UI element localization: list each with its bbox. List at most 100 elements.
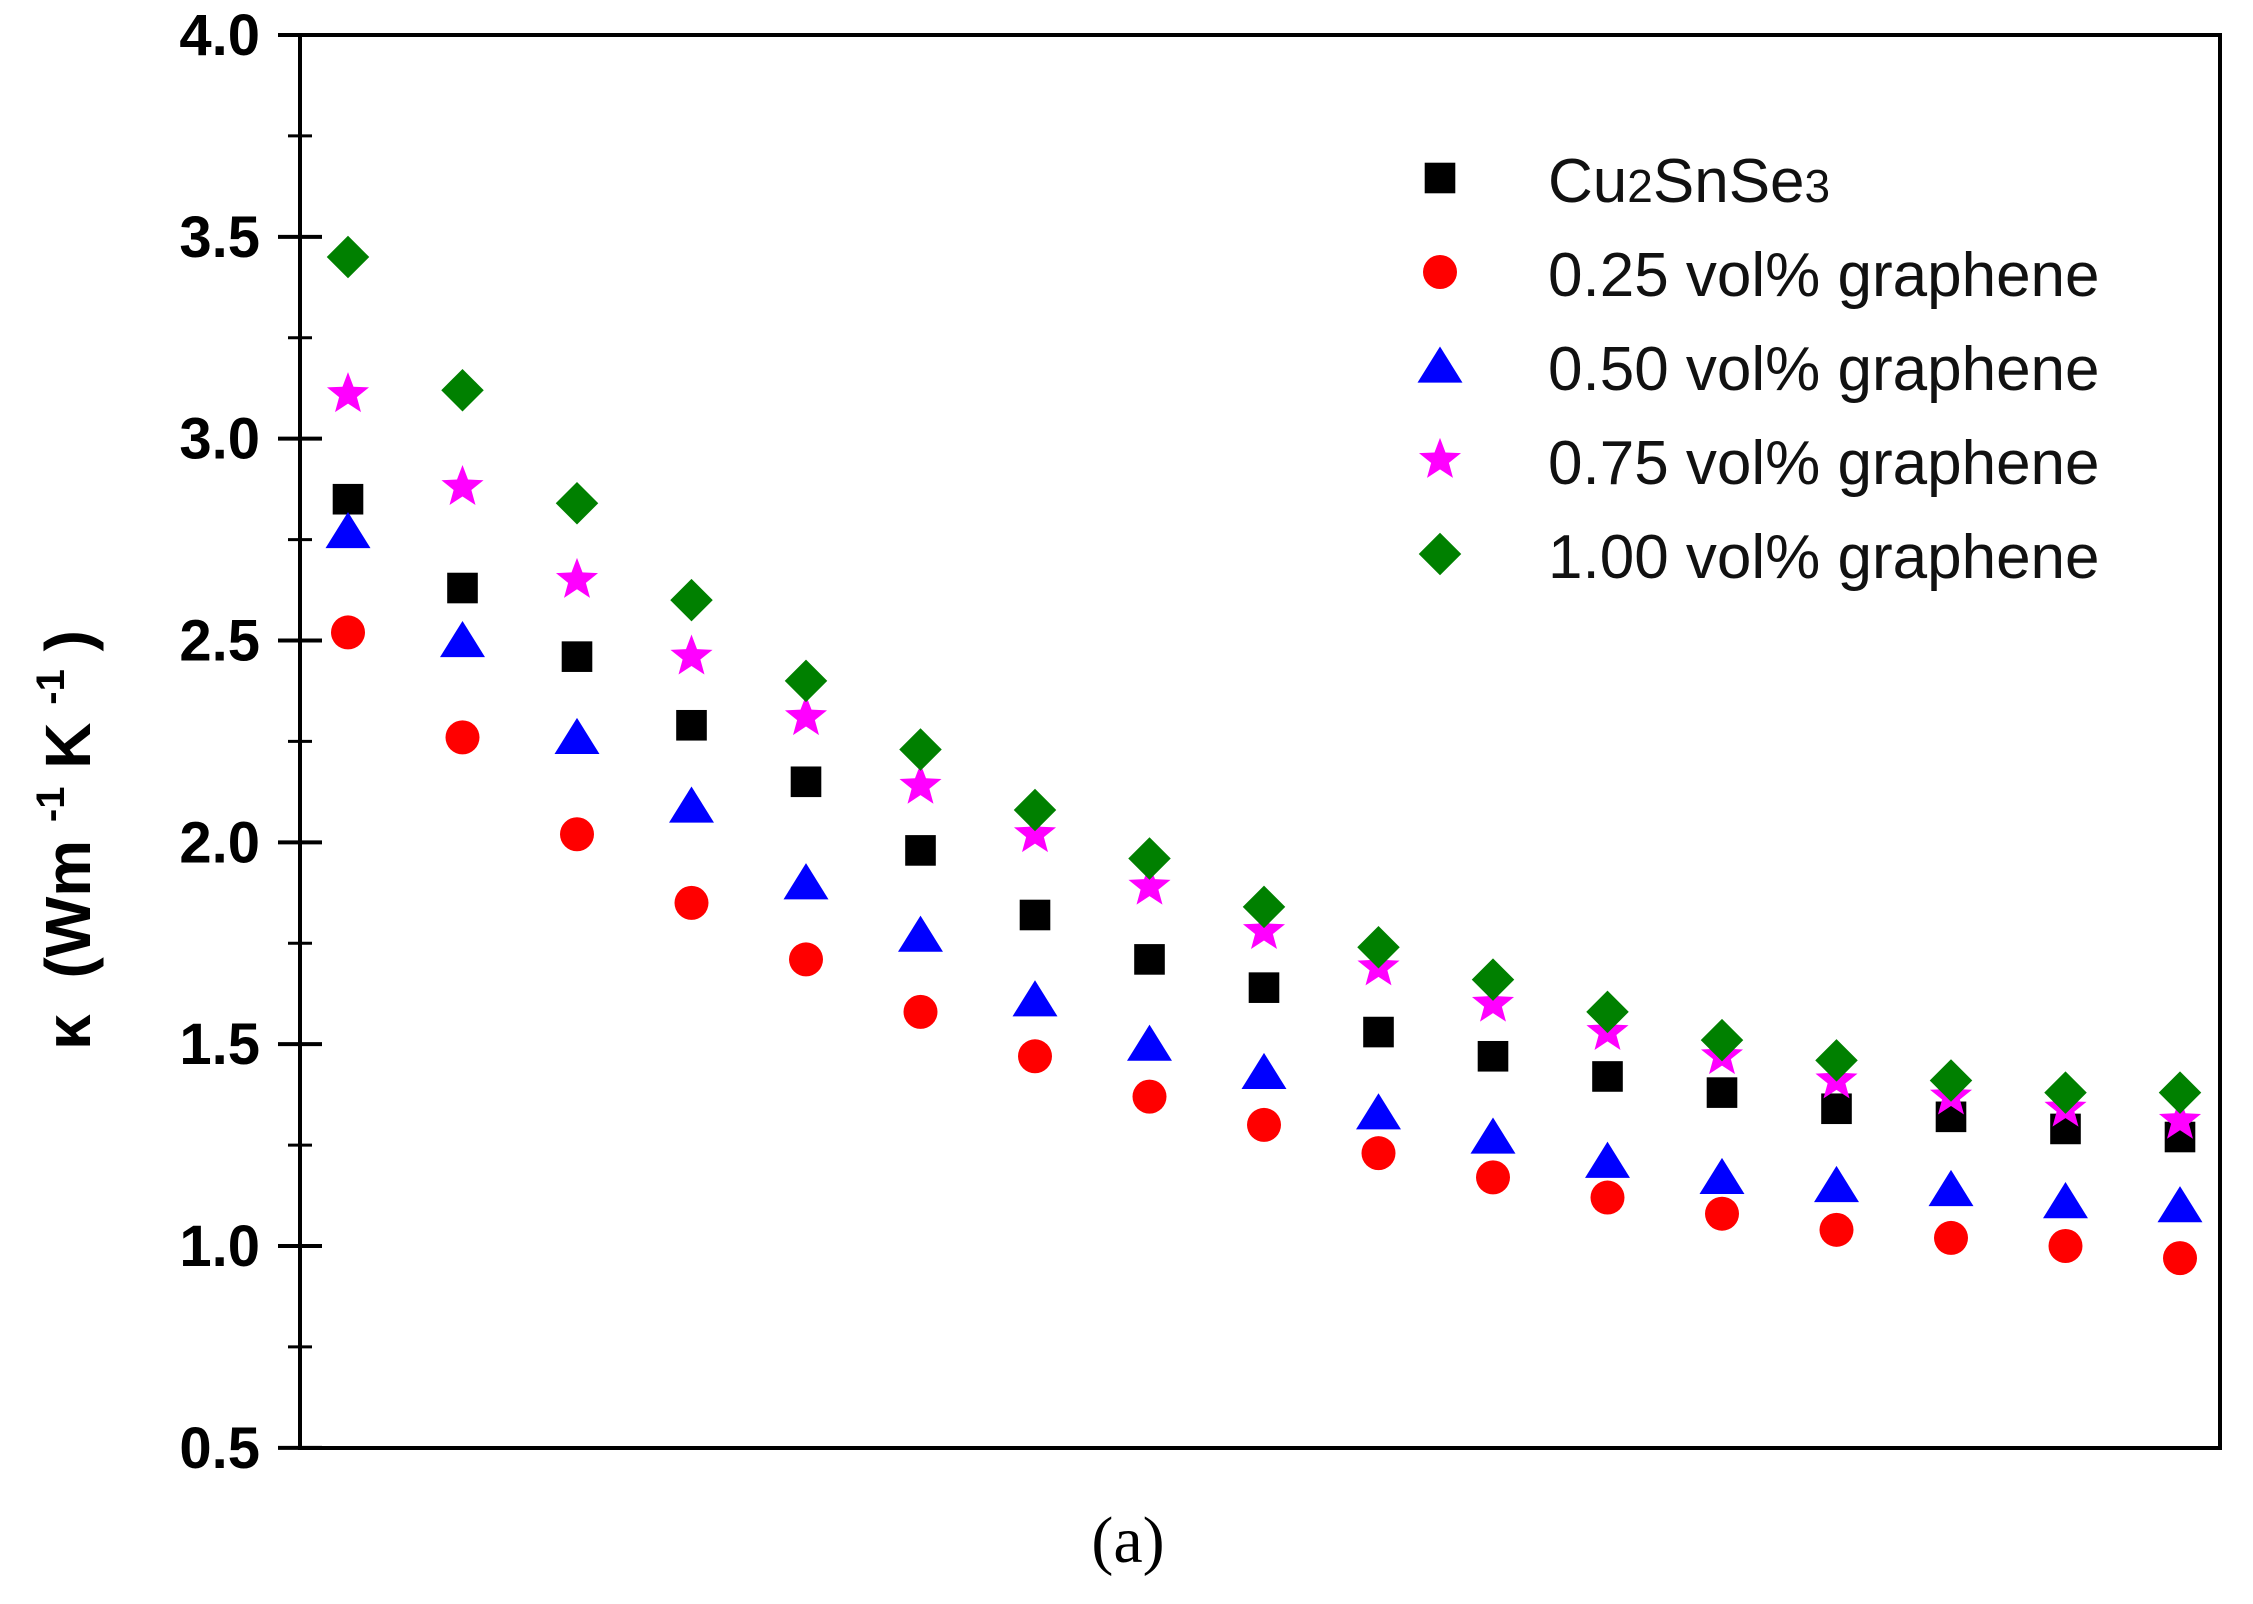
legend-label-part: 2 — [1627, 160, 1653, 212]
data-point-triangle — [1814, 1165, 1859, 1203]
legend-label: 1.00 vol% graphene — [1548, 523, 2100, 592]
data-point-circle — [1247, 1107, 1281, 1142]
data-marks — [325, 235, 2203, 1276]
series-2 — [325, 511, 2203, 1223]
data-point-circle — [2048, 1229, 2083, 1263]
y-axis-title: κ (Wm -1 K -1 ) — [6, 630, 104, 1050]
data-point-star — [2158, 1098, 2202, 1139]
data-point-triangle — [554, 717, 600, 754]
data-point-triangle — [2043, 1182, 2088, 1219]
data-point-square — [2050, 1113, 2081, 1145]
data-point-star — [326, 372, 370, 413]
data-point-diamond — [1128, 837, 1171, 880]
data-point-triangle — [783, 863, 829, 900]
data-point-triangle — [2157, 1186, 2203, 1223]
data-point-circle — [1705, 1196, 1739, 1231]
legend-marker-star — [1418, 437, 1462, 478]
data-point-diamond — [2044, 1071, 2087, 1114]
data-point-triangle — [1699, 1157, 1745, 1194]
data-point-star — [1471, 981, 1515, 1022]
data-point-square — [332, 483, 364, 515]
y-tick-label: 0.5 — [179, 1416, 260, 1481]
data-point-square — [1248, 972, 1280, 1003]
data-point-circle — [560, 817, 594, 852]
data-point-diamond — [1357, 926, 1400, 969]
legend-label-part: SnSe — [1653, 147, 1805, 216]
data-point-square — [790, 766, 822, 798]
data-point-circle — [331, 615, 365, 650]
y-axis-title-superscript: -1 — [29, 787, 73, 823]
data-point-star — [1128, 864, 1171, 905]
legend-label-part: Cu — [1548, 147, 1627, 216]
legend-label: 0.75 vol% graphene — [1548, 429, 2100, 498]
data-point-square — [1477, 1040, 1509, 1072]
data-point-square — [1935, 1101, 1967, 1133]
data-point-square — [676, 709, 707, 741]
data-point-square — [1363, 1016, 1394, 1048]
data-point-circle — [903, 994, 938, 1029]
series-4 — [326, 235, 2202, 1114]
data-point-triangle — [1928, 1169, 1974, 1207]
legend-label: Cu2SnSe3 — [1548, 147, 1830, 216]
y-axis-title-unit-part: ) — [32, 630, 104, 651]
legend-marker-diamond — [1418, 532, 1462, 576]
data-point-diamond — [441, 368, 484, 412]
y-axis-title-unit-part: (Wm — [32, 840, 104, 979]
data-point-circle — [1361, 1136, 1396, 1171]
data-point-square — [1019, 899, 1051, 931]
data-point-circle — [1590, 1180, 1625, 1215]
data-point-diamond — [555, 482, 599, 525]
y-tick-label: 4.0 — [179, 3, 260, 68]
y-tick-label: 3.0 — [179, 407, 260, 472]
data-point-circle — [1132, 1079, 1167, 1114]
data-point-triangle — [1585, 1141, 1630, 1178]
y-tick-label: 1.0 — [179, 1214, 260, 1279]
data-point-diamond — [670, 578, 713, 622]
data-point-triangle — [898, 915, 943, 952]
data-point-diamond — [899, 728, 942, 771]
data-point-square — [1134, 944, 1165, 975]
series-1 — [331, 615, 2197, 1276]
data-point-triangle — [1356, 1093, 1401, 1130]
y-axis-title-superscript: -1 — [29, 669, 73, 705]
data-point-diamond — [1586, 990, 1629, 1034]
data-point-circle — [1018, 1039, 1052, 1074]
y-axis: 0.5 1.0 1.5 2.0 2.5 3.0 3.5 4.0 — [179, 3, 322, 1481]
y-tick-label: 2.0 — [179, 810, 260, 875]
legend-label: 0.50 vol% graphene — [1548, 335, 2100, 404]
data-point-triangle — [1241, 1052, 1287, 1090]
data-point-diamond — [1929, 1059, 1973, 1102]
data-point-diamond — [1242, 885, 1286, 929]
data-point-circle — [445, 720, 480, 755]
data-point-star — [899, 763, 942, 804]
data-point-star — [1242, 909, 1286, 950]
data-point-triangle — [1127, 1024, 1172, 1061]
data-point-circle — [1934, 1220, 1968, 1255]
y-tick-label: 3.5 — [179, 205, 260, 270]
panel-caption: (a) — [1091, 1504, 1164, 1577]
data-point-triangle — [669, 786, 714, 823]
data-point-circle — [1476, 1160, 1510, 1195]
legend-marker-triangle — [1417, 346, 1463, 383]
data-point-diamond — [1013, 788, 1057, 832]
data-point-square — [447, 572, 478, 604]
data-point-diamond — [1815, 1039, 1858, 1082]
y-axis-title-symbol: κ — [32, 1014, 104, 1050]
data-point-star — [670, 634, 713, 675]
data-point-square — [905, 835, 936, 866]
legend-marker-circle — [1423, 255, 1457, 289]
data-point-circle — [674, 885, 709, 920]
data-point-star — [555, 557, 599, 598]
data-point-triangle — [1470, 1117, 1516, 1154]
data-point-triangle — [1012, 980, 1058, 1017]
data-point-diamond — [2158, 1071, 2202, 1114]
y-tick-label: 1.5 — [179, 1012, 260, 1077]
legend-label: 0.25 vol% graphene — [1548, 241, 2100, 310]
data-point-star — [784, 695, 828, 736]
legend-label-part: 3 — [1805, 160, 1831, 212]
data-point-square — [561, 641, 593, 672]
data-point-diamond — [1700, 1018, 1744, 1062]
data-point-square — [1821, 1093, 1852, 1125]
y-axis-title-unit-part: K — [32, 723, 104, 769]
